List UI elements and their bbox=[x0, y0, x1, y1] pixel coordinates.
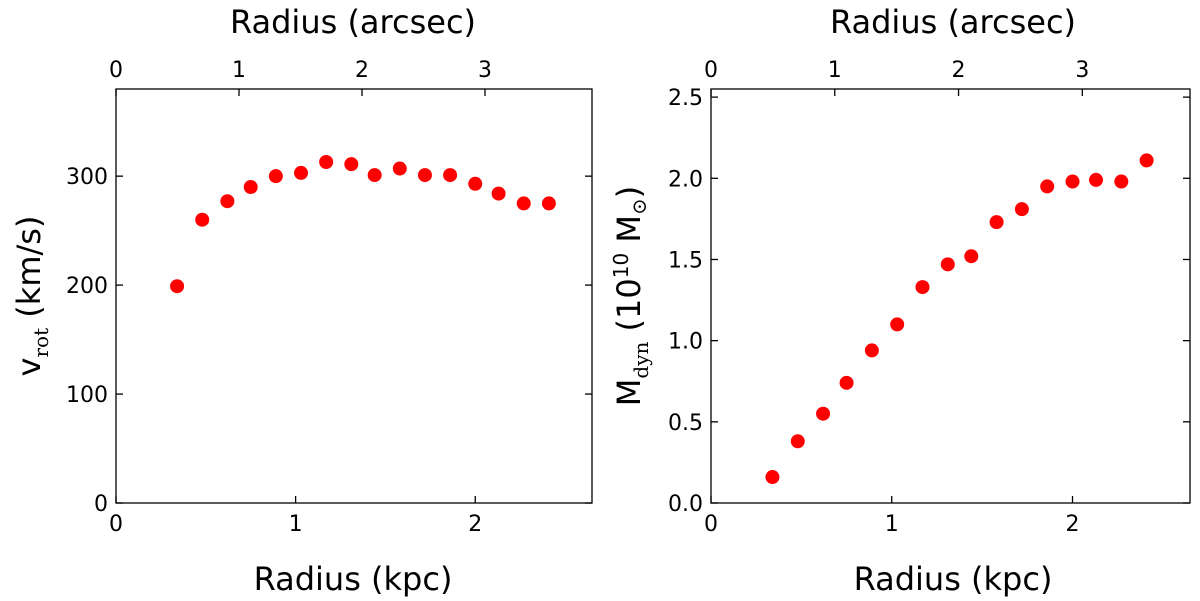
panel-rotation-velocity: 0 1 2 0 1 2 3 0 100 200 300 Radius (arcsec) Radius… bbox=[10, 3, 593, 598]
y-tick-label: 200 bbox=[66, 274, 108, 299]
top-tick-label: 3 bbox=[478, 58, 492, 83]
top-axis-label-right: Radius (arcsec) bbox=[830, 3, 1076, 41]
y-tick-label: 100 bbox=[66, 383, 108, 408]
y-tick-label: 1.0 bbox=[668, 330, 703, 355]
bottom-axis-label-right: Radius (kpc) bbox=[854, 560, 1053, 598]
data-point bbox=[839, 375, 854, 390]
y-tick-label: 2.0 bbox=[668, 167, 703, 192]
y-tick-label: 0 bbox=[94, 492, 108, 517]
y-tick-label: 2.5 bbox=[668, 86, 703, 111]
data-point bbox=[816, 406, 831, 421]
data-point bbox=[1089, 172, 1104, 187]
y-label-sub: dyn bbox=[629, 342, 653, 379]
data-point bbox=[417, 168, 432, 183]
data-point bbox=[1040, 179, 1055, 194]
y-label-sun: ⊙ bbox=[627, 198, 651, 215]
data-point bbox=[940, 257, 955, 272]
top-axis-label-left: Radius (arcsec) bbox=[230, 3, 476, 41]
y-tick-label: 300 bbox=[66, 165, 108, 190]
y-label-units-post: M bbox=[610, 215, 648, 253]
top-tick-label: 0 bbox=[704, 58, 718, 83]
data-points-right bbox=[765, 153, 1154, 485]
data-point bbox=[367, 168, 382, 183]
data-point bbox=[195, 212, 210, 227]
y-label-sup: 10 bbox=[609, 253, 633, 278]
data-point bbox=[790, 434, 805, 449]
plot-frame-right bbox=[710, 88, 1191, 504]
y-label-units: (km/s) bbox=[10, 216, 48, 328]
y-label-close: ) bbox=[610, 186, 648, 198]
data-point bbox=[443, 168, 458, 183]
top-tick-label: 2 bbox=[355, 58, 369, 83]
y-label-units-pre: (10 bbox=[610, 278, 648, 341]
data-point bbox=[1014, 202, 1029, 217]
data-point bbox=[765, 470, 780, 485]
data-point bbox=[319, 154, 334, 169]
y-label-main: v bbox=[10, 358, 48, 377]
y-tick-label: 1.5 bbox=[668, 248, 703, 273]
data-point bbox=[864, 343, 879, 358]
data-point bbox=[170, 279, 185, 294]
bottom-tick-label: 2 bbox=[468, 512, 482, 537]
plot-frame-left bbox=[115, 88, 593, 504]
data-point bbox=[1065, 174, 1080, 189]
top-tick-label: 0 bbox=[109, 58, 123, 83]
y-label-main: M bbox=[610, 379, 648, 407]
bottom-tick-label: 1 bbox=[885, 512, 899, 537]
data-point bbox=[468, 176, 483, 191]
data-point bbox=[1139, 153, 1154, 168]
y-axis-label-left: vrot (km/s) bbox=[10, 216, 53, 377]
data-point bbox=[491, 186, 506, 201]
y-axis-label-right: Mdyn (1010 M⊙) bbox=[609, 186, 653, 406]
data-point bbox=[294, 165, 309, 180]
ticks-right: 0 1 2 0 1 2 3 0.0 0.5 1.0 1.5 2.0 2.5 bbox=[668, 58, 1190, 537]
bottom-tick-label: 0 bbox=[109, 512, 123, 537]
data-points-left bbox=[170, 154, 556, 294]
data-point bbox=[243, 180, 258, 195]
top-tick-label: 3 bbox=[1075, 58, 1089, 83]
data-point bbox=[392, 161, 407, 176]
bottom-tick-label: 2 bbox=[1066, 512, 1080, 537]
top-tick-label: 2 bbox=[952, 58, 966, 83]
y-tick-label: 0.5 bbox=[668, 411, 703, 436]
data-point bbox=[890, 317, 905, 332]
data-point bbox=[344, 157, 359, 172]
y-label-sub: rot bbox=[29, 328, 53, 358]
data-point bbox=[516, 196, 531, 211]
bottom-axis-label-left: Radius (kpc) bbox=[254, 560, 453, 598]
y-tick-label: 0.0 bbox=[668, 492, 703, 517]
top-tick-label: 1 bbox=[828, 58, 842, 83]
bottom-tick-label: 1 bbox=[289, 512, 303, 537]
data-point bbox=[1114, 174, 1129, 189]
data-point bbox=[989, 215, 1004, 230]
data-point bbox=[964, 249, 979, 264]
bottom-tick-label: 0 bbox=[704, 512, 718, 537]
panel-dynamical-mass: 0 1 2 0 1 2 3 0.0 0.5 1.0 1.5 2.0 2.5 Radius (arcsec… bbox=[609, 3, 1191, 598]
data-point bbox=[541, 196, 556, 211]
data-point bbox=[268, 169, 283, 184]
data-point bbox=[915, 280, 930, 295]
top-tick-label: 1 bbox=[232, 58, 246, 83]
data-point bbox=[220, 194, 235, 209]
ticks-left: 0 1 2 0 1 2 3 0 100 200 300 bbox=[66, 58, 592, 537]
